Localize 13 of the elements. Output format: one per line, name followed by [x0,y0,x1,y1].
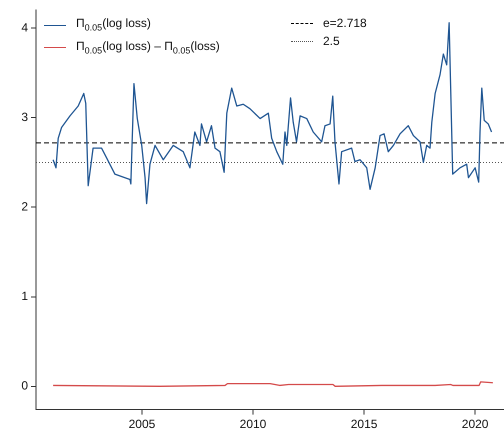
y-tick-label: 2 [21,200,28,214]
y-tick-label: 0 [21,378,28,393]
legend-label: e=2.718 [323,15,367,32]
y-tick-label: 4 [21,20,28,34]
x-tick-label: 2005 [128,417,156,432]
x-tick-label: 2020 [462,417,489,432]
legend-label: Π$_{0.05}$(log loss) [76,15,151,35]
y-tick-label: 1 [21,289,28,304]
legend-label: 2.5 [323,33,340,50]
legend-label: Π$_{0.05}$(log loss) – Π$_{0.05}$(loss) [76,38,220,57]
y-tick-label: 3 [21,110,28,124]
x-tick-label: 2010 [240,417,267,432]
x-tick-label: 2015 [350,417,378,432]
